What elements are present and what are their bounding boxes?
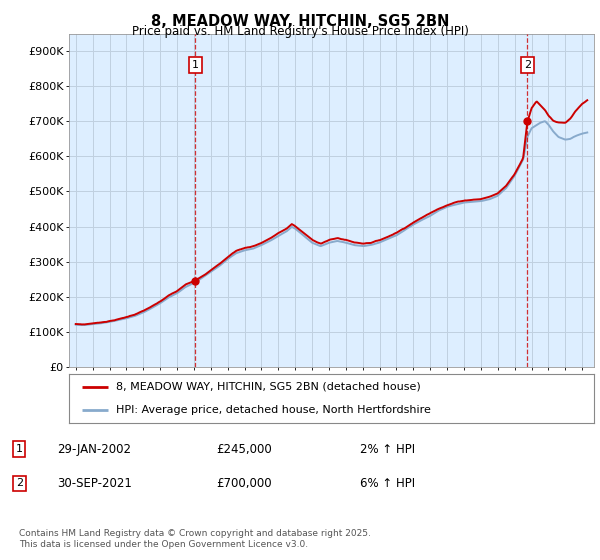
Text: Contains HM Land Registry data © Crown copyright and database right 2025.
This d: Contains HM Land Registry data © Crown c… — [19, 529, 371, 549]
Text: 2: 2 — [16, 478, 23, 488]
Text: 29-JAN-2002: 29-JAN-2002 — [57, 442, 131, 456]
Text: 30-SEP-2021: 30-SEP-2021 — [57, 477, 132, 490]
Text: HPI: Average price, detached house, North Hertfordshire: HPI: Average price, detached house, Nort… — [116, 405, 431, 416]
Text: 1: 1 — [192, 60, 199, 70]
Text: 8, MEADOW WAY, HITCHIN, SG5 2BN (detached house): 8, MEADOW WAY, HITCHIN, SG5 2BN (detache… — [116, 382, 421, 392]
Text: £700,000: £700,000 — [216, 477, 272, 490]
Text: 2% ↑ HPI: 2% ↑ HPI — [360, 442, 415, 456]
Text: 8, MEADOW WAY, HITCHIN, SG5 2BN: 8, MEADOW WAY, HITCHIN, SG5 2BN — [151, 14, 449, 29]
Text: 6% ↑ HPI: 6% ↑ HPI — [360, 477, 415, 490]
Text: 2: 2 — [524, 60, 531, 70]
Text: Price paid vs. HM Land Registry's House Price Index (HPI): Price paid vs. HM Land Registry's House … — [131, 25, 469, 38]
Text: £245,000: £245,000 — [216, 442, 272, 456]
Text: 1: 1 — [16, 444, 23, 454]
